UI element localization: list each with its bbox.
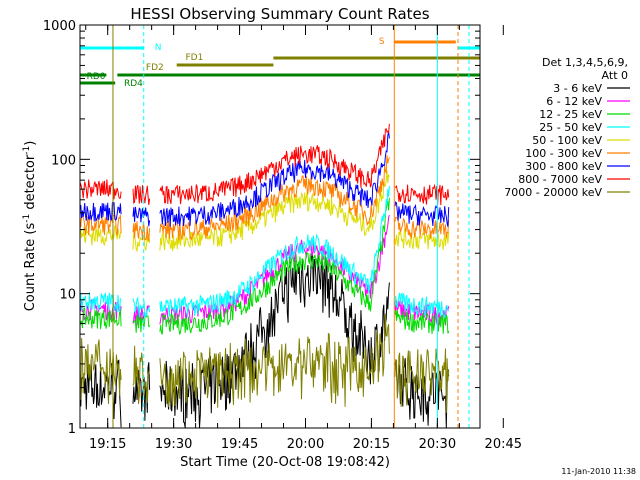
legend-label-5: 100 - 300 keV [525, 147, 602, 160]
y-axis-label-end: ) [23, 141, 38, 146]
y-axis-label-mid: detector [23, 154, 38, 214]
x-tick-label-1: 19:30 [155, 437, 192, 452]
y-axis-label: Count Rate (s-1 detector-1) [22, 141, 38, 312]
x-tick-label-4: 20:15 [353, 437, 390, 452]
legend-label-1: 6 - 12 keV [546, 95, 602, 108]
flag-label-0: N [155, 43, 162, 53]
x-tick-label-5: 20:30 [419, 437, 456, 452]
x-axis-label: Start Time (20-Oct-08 19:08:42) [180, 455, 390, 470]
y-tick-label-0: 1 [68, 422, 76, 437]
plot-frame [79, 24, 481, 429]
series-line-8 [79, 313, 450, 413]
y-axis-label-sup2: -1 [22, 146, 32, 155]
legend-header-0: Det 1,3,4,5,6,9, [542, 56, 628, 69]
flag-label-5: RD4 [124, 79, 143, 89]
y-tick-label-2: 100 [51, 153, 76, 168]
y-axis-label-main: Count Rate (s [23, 223, 38, 312]
series-line-2 [79, 197, 450, 336]
y-tick-label-1: 10 [59, 288, 76, 303]
legend-label-0: 3 - 6 keV [553, 82, 602, 95]
flag-label-1: S [379, 37, 385, 47]
series-line-1 [79, 214, 450, 326]
series-line-3 [79, 185, 449, 318]
chart-title: HESSI Observing Summary Count Rates [130, 5, 429, 23]
flag-label-4: RD0 [87, 72, 106, 82]
x-tick-label-2: 19:45 [221, 437, 258, 452]
timestamp: 11-Jan-2010 11:38 [561, 467, 636, 476]
legend-label-6: 300 - 800 keV [525, 160, 602, 173]
legend-label-4: 50 - 100 keV [532, 134, 602, 147]
x-tick-label-3: 20:00 [287, 437, 324, 452]
flag-label-2: FD1 [185, 53, 203, 63]
series-line-4 [79, 170, 450, 253]
legend-label-2: 12 - 25 keV [539, 108, 602, 121]
y-axis-label-sup1: -1 [22, 214, 32, 223]
y-tick-label-3: 1000 [43, 19, 76, 34]
series-line-7 [79, 123, 450, 206]
legend-label-7: 800 - 7000 keV [518, 173, 602, 186]
x-tick-label-0: 19:15 [89, 437, 126, 452]
legend-label-3: 25 - 50 keV [539, 121, 602, 134]
legend-header-1: Att 0 [602, 69, 628, 82]
x-tick-label-6: 20:45 [485, 437, 522, 452]
flag-label-3: FD2 [146, 63, 164, 73]
series-line-5 [79, 155, 450, 243]
legend-label-8: 7000 - 20000 keV [504, 186, 602, 199]
series-line-6 [79, 131, 450, 227]
